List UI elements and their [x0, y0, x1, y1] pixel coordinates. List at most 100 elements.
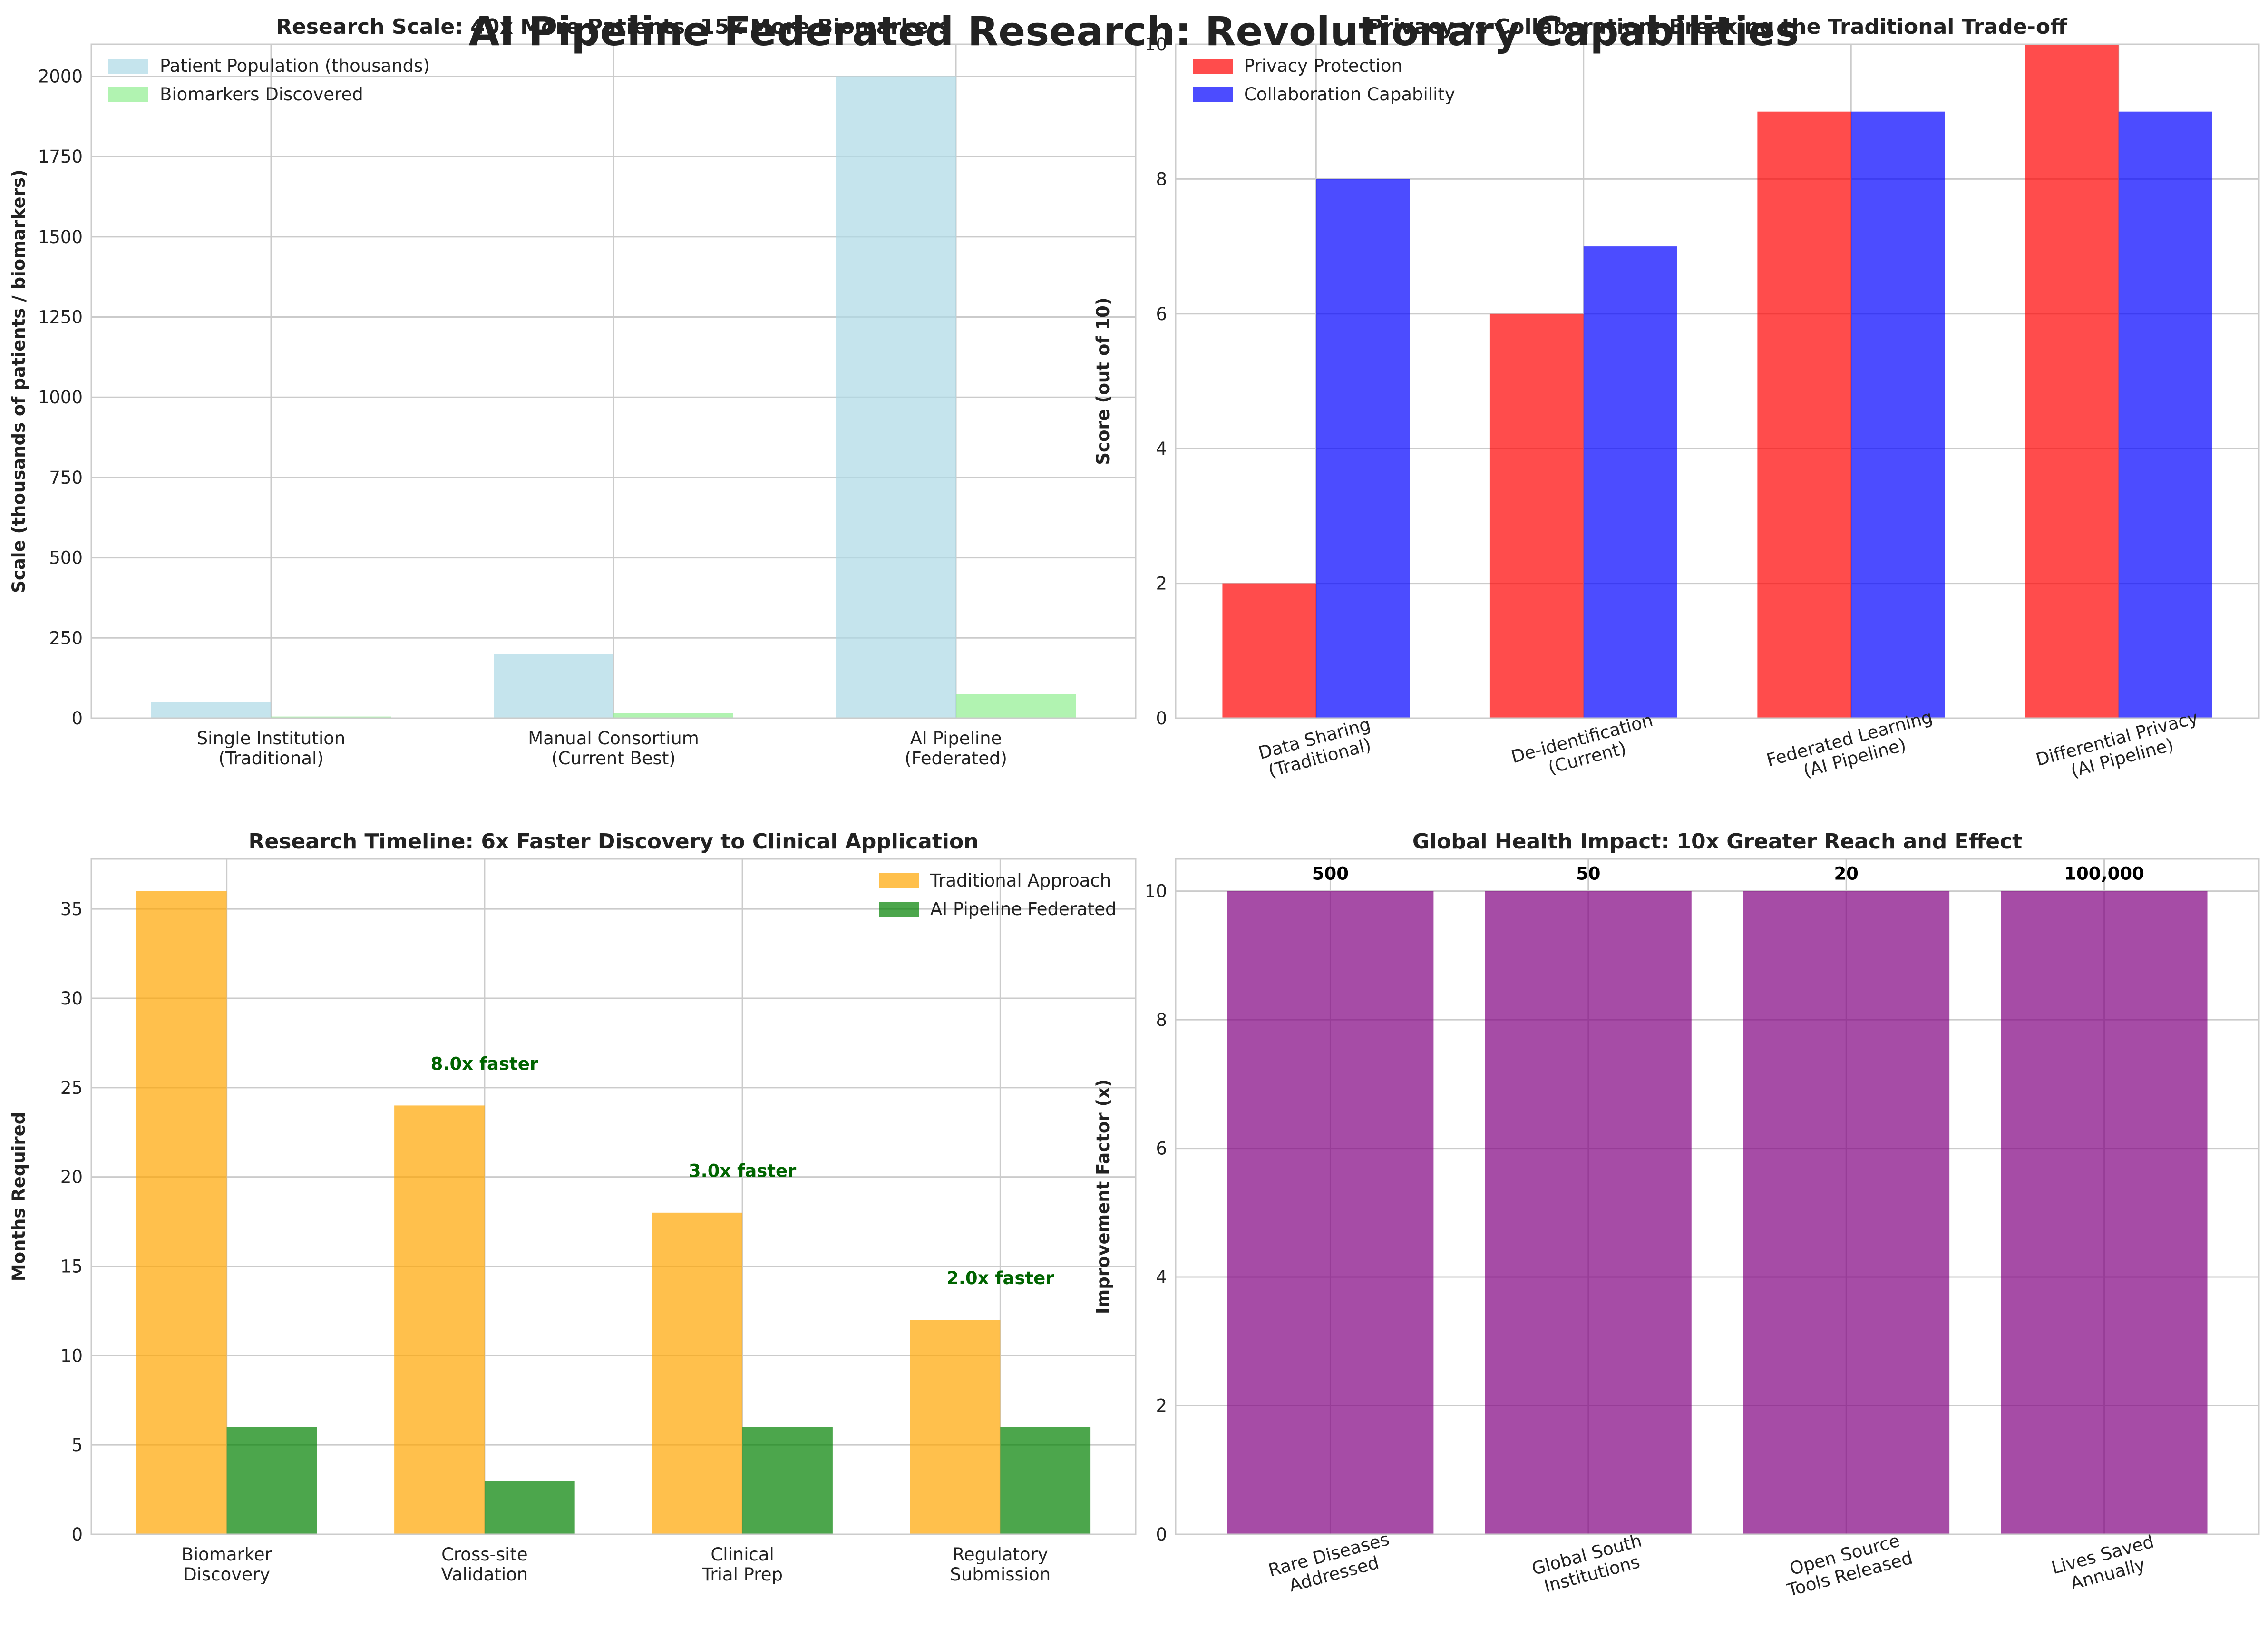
chart-3-ytick-label: 20 [60, 1167, 83, 1188]
chart-2-xtick-label: Differential Privacy(AI Pipeline) [2034, 707, 2205, 790]
chart-3-frame [90, 858, 1137, 1535]
chart-1-ylabel: Scale (thousands of patients / biomarker… [9, 169, 29, 593]
chart-4-title: Global Health Impact: 10x Greater Reach … [1412, 829, 2022, 854]
chart-2-bar [1757, 111, 1851, 719]
chart-2-bar [1222, 583, 1316, 718]
chart-2-xtick-label: De-identification(Current) [1509, 710, 1660, 786]
chart-3-legend-swatch [879, 902, 919, 917]
chart-3-legend-label: Traditional Approach [930, 870, 1111, 891]
chart-3-ytick-label: 35 [60, 899, 83, 919]
chart-1-xtick-label: Single Institution (Traditional) [197, 728, 346, 769]
chart-4-frame [1175, 858, 2260, 1535]
chart-1-bar [613, 713, 733, 718]
chart-2-legend-swatch [1193, 87, 1233, 102]
chart-4-ytick-label: 0 [1156, 1524, 1167, 1545]
chart-4-bar [1743, 891, 1950, 1534]
chart-3-bar [1000, 1427, 1091, 1534]
chart-1-bar [271, 716, 391, 718]
chart-2-bar [1489, 313, 1584, 718]
chart-4-ytick-label: 8 [1156, 1010, 1167, 1030]
chart-3-title: Research Timeline: 6x Faster Discovery t… [248, 829, 978, 854]
chart-1-xtick-label: AI Pipeline (Federated) [905, 728, 1007, 769]
chart-2-title: Privacy vs Collaboration: Breaking the T… [1367, 15, 2068, 39]
chart-4-ytick-label: 6 [1156, 1139, 1167, 1159]
chart-3-bar [136, 891, 227, 1534]
chart-3-legend-label: AI Pipeline Federated [930, 899, 1116, 919]
chart-4-ytick-label: 4 [1156, 1267, 1167, 1287]
chart-1-title: Research Scale: 40x More Patients, 15x M… [276, 15, 951, 39]
chart-2-ytick-label: 0 [1156, 708, 1167, 729]
chart-1-ytick-label: 500 [49, 548, 83, 568]
chart-4-xtick-label: Lives SavedAnnually [2049, 1531, 2161, 1598]
chart-2-bar [1583, 246, 1677, 718]
chart-1-ytick-label: 1250 [38, 307, 83, 328]
chart-1-xtick-label: Manual Consortium (Current Best) [528, 728, 699, 769]
chart-2-legend-label: Privacy Protection [1244, 56, 1402, 76]
chart-1-bar [836, 76, 956, 718]
chart-3-ytick-label: 10 [60, 1346, 83, 1366]
chart-2-legend-swatch [1193, 58, 1233, 74]
chart-3-ytick-label: 30 [60, 988, 83, 1009]
chart-3-legend-swatch [879, 873, 919, 888]
chart-4-ytick-label: 2 [1156, 1396, 1167, 1416]
chart-1-ytick-label: 2000 [38, 66, 83, 87]
chart-3-ytick-label: 15 [60, 1257, 83, 1277]
chart-1-ytick-label: 1500 [38, 227, 83, 247]
chart-3-bar [910, 1320, 1001, 1534]
chart-4-ytick-label: 10 [1145, 881, 1167, 902]
chart-1-frame [90, 43, 1137, 719]
chart-3-bar [742, 1427, 833, 1534]
chart-4-xtick-label: Global SouthInstitutions [1529, 1530, 1649, 1599]
chart-2-ytick-label: 4 [1156, 439, 1167, 459]
chart-1-legend-label: Biomarkers Discovered [160, 84, 363, 105]
chart-4-bar [1227, 891, 1434, 1534]
chart-2-ytick-label: 6 [1156, 304, 1167, 324]
chart-3-xtick-label: Clinical Trial Prep [701, 1544, 783, 1585]
chart-3-ytick-label: 5 [71, 1435, 83, 1455]
chart-1-ytick-label: 750 [49, 468, 83, 488]
chart-4-bar [1485, 891, 1692, 1534]
chart-1-legend-swatch [108, 58, 148, 74]
chart-3-bar [484, 1481, 575, 1534]
chart-1-ytick-label: 1000 [38, 387, 83, 408]
chart-2-xtick-label: Data Sharing(Traditional) [1256, 714, 1378, 783]
chart-4-bar-value-label: 20 [1834, 864, 1859, 884]
chart-1-legend-label: Patient Population (thousands) [160, 56, 430, 76]
chart-1-ytick-label: 0 [71, 708, 83, 729]
chart-2-legend-label: Collaboration Capability [1244, 84, 1455, 105]
chart-2-ytick-label: 8 [1156, 169, 1167, 189]
chart-3-xtick-label: Cross-site Validation [441, 1544, 528, 1585]
chart-3-ylabel: Months Required [9, 1112, 29, 1281]
chart-3-bar [652, 1212, 743, 1534]
figure-suptitle: AI Pipeline Federated Research: Revoluti… [468, 8, 1799, 55]
chart-1-bar [494, 654, 613, 718]
chart-3-xtick-label: Biomarker Discovery [182, 1544, 273, 1585]
chart-1-ytick-label: 250 [49, 628, 83, 648]
chart-4-xtick-label: Rare DiseasesAddressed [1266, 1529, 1396, 1600]
chart-2-ylabel: Score (out of 10) [1093, 297, 1113, 465]
chart-2-xtick-label: Federated Learning(AI Pipeline) [1764, 707, 1940, 790]
chart-1-legend-swatch [108, 87, 148, 102]
chart-2-frame [1175, 43, 2260, 719]
chart-4-bar-value-label: 100,000 [2064, 864, 2144, 884]
chart-2-bar [2118, 111, 2212, 719]
chart-1-ytick-label: 1750 [38, 146, 83, 167]
chart-3-speedup-label: 2.0x faster [946, 1268, 1054, 1288]
chart-1-bar [956, 694, 1076, 718]
chart-4-bar [2001, 891, 2208, 1534]
chart-2-bar [1851, 111, 1945, 719]
chart-3-bar [394, 1105, 485, 1534]
chart-3-xtick-label: Regulatory Submission [950, 1544, 1051, 1585]
chart-2-ytick-label: 10 [1145, 34, 1167, 55]
chart-3-bar [226, 1427, 317, 1534]
chart-4-bar-value-label: 500 [1312, 864, 1349, 884]
chart-3-speedup-label: 3.0x faster [689, 1161, 797, 1181]
chart-2-bar [1316, 179, 1410, 718]
chart-2-ytick-label: 2 [1156, 574, 1167, 594]
chart-3-speedup-label: 8.0x faster [431, 1053, 539, 1074]
chart-4-ylabel: Improvement Factor (x) [1093, 1079, 1113, 1314]
chart-3-ytick-label: 25 [60, 1078, 83, 1098]
chart-1-bar [151, 702, 271, 718]
chart-2-bar [2025, 44, 2119, 718]
